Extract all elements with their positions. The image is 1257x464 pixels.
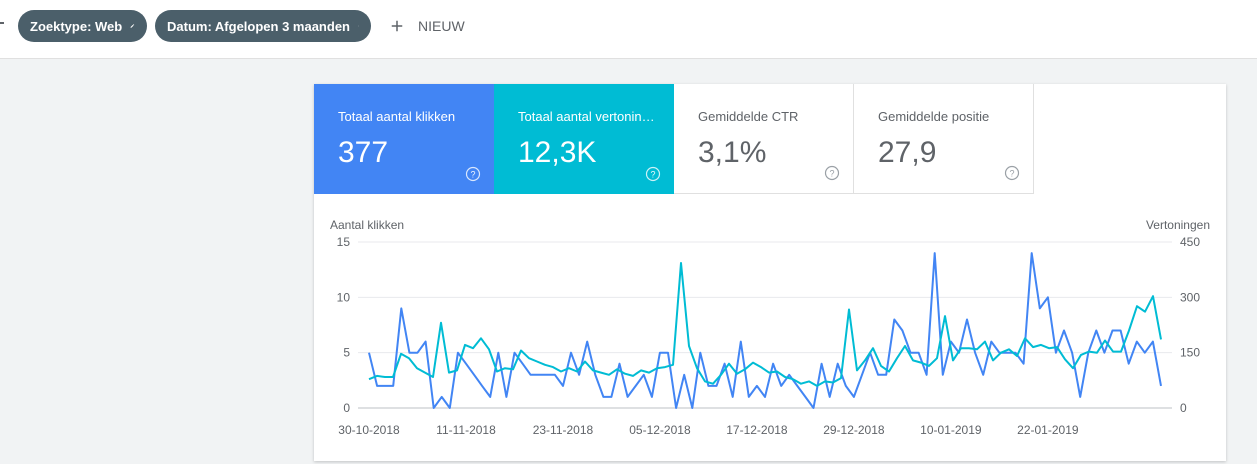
plus-icon (391, 20, 403, 32)
svg-text:?: ? (1009, 169, 1014, 179)
new-filter-button[interactable]: NIEUW (388, 12, 465, 40)
metric-average-ctr[interactable]: Gemiddelde CTR 3,1% ? (674, 84, 854, 194)
y-axis-left-title: Aantal klikken (330, 218, 405, 232)
line-chart: 0 0 5 150 10 300 15 450 30-10-2018 11-11-2018 23-1… (337, 235, 1201, 437)
x-tick-label: 05-12-2018 (629, 423, 691, 437)
svg-text:?: ? (650, 170, 655, 180)
back-arrow-icon[interactable] (0, 22, 4, 24)
y2-tick-label: 450 (1180, 235, 1200, 249)
x-tick-label: 10-01-2019 (920, 423, 982, 437)
x-tick-label: 23-11-2018 (533, 423, 594, 437)
y2-tick-label: 300 (1180, 290, 1200, 304)
x-tick-label: 11-11-2018 (436, 423, 496, 437)
impressions-series-line (368, 262, 1162, 387)
metric-value: 377 (338, 136, 389, 169)
performance-chart: Aantal klikken Vertoningen 0 0 5 150 10 300 15… (314, 210, 1226, 450)
filter-bar: Zoektype: Web Datum: Afgelopen 3 maanden… (0, 0, 1257, 59)
x-tick-label: 29-12-2018 (823, 423, 885, 437)
x-tick-label: 22-01-2019 (1017, 423, 1079, 437)
metric-average-position[interactable]: Gemiddelde positie 27,9 ? (854, 84, 1034, 194)
metric-value: 12,3K (518, 136, 597, 169)
metric-label: Gemiddelde CTR (698, 109, 799, 124)
y-tick-label: 5 (343, 346, 350, 360)
date-range-chip[interactable]: Datum: Afgelopen 3 maanden (155, 10, 371, 42)
metric-label: Totaal aantal klikken (338, 109, 456, 124)
x-tick-label: 17-12-2018 (726, 423, 788, 437)
y-tick-label: 0 (343, 401, 350, 415)
metric-total-clicks[interactable]: Totaal aantal klikken 377 ? (314, 84, 494, 194)
performance-card: Totaal aantal klikken 377 ? Totaal aanta… (314, 84, 1226, 461)
date-range-chip-label: Datum: Afgelopen 3 maanden (167, 18, 350, 34)
metric-total-impressions[interactable]: Totaal aantal vertoningen 12,3K ? (494, 84, 674, 194)
y-tick-label: 10 (337, 290, 351, 304)
search-type-chip[interactable]: Zoektype: Web (18, 10, 147, 42)
search-type-chip-label: Zoektype: Web (30, 18, 123, 34)
metric-value: 3,1% (698, 136, 767, 169)
help-circle-icon[interactable]: ? (465, 166, 481, 182)
y2-tick-label: 0 (1180, 401, 1187, 415)
metric-value: 27,9 (878, 136, 937, 169)
new-filter-label: NIEUW (418, 18, 465, 34)
help-circle-icon[interactable]: ? (824, 165, 840, 181)
x-tick-label: 30-10-2018 (338, 423, 400, 437)
metric-label: Totaal aantal vertoningen (518, 109, 658, 124)
y-tick-label: 15 (337, 235, 351, 249)
svg-text:?: ? (829, 169, 834, 179)
y2-tick-label: 150 (1180, 346, 1200, 360)
help-circle-icon[interactable]: ? (1004, 165, 1020, 181)
help-circle-icon[interactable]: ? (645, 166, 661, 182)
metric-label: Gemiddelde positie (878, 109, 990, 124)
clicks-series-line (368, 252, 1162, 409)
y-axis-right-title: Vertoningen (1145, 218, 1210, 232)
svg-text:?: ? (470, 170, 475, 180)
pencil-icon[interactable] (130, 19, 135, 33)
pencil-icon[interactable] (358, 19, 359, 33)
